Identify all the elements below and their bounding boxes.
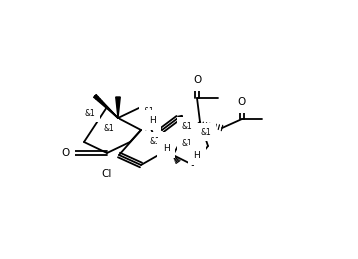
Text: &1: &1 <box>103 124 114 133</box>
Text: &1: &1 <box>200 127 211 136</box>
Text: O: O <box>193 75 201 85</box>
Text: &1: &1 <box>182 121 192 131</box>
Text: &1: &1 <box>144 106 154 116</box>
Polygon shape <box>141 107 156 128</box>
Text: H: H <box>194 150 200 160</box>
Polygon shape <box>94 95 118 118</box>
Text: &1: &1 <box>150 136 160 146</box>
Text: &1: &1 <box>182 139 192 147</box>
Text: O: O <box>238 97 246 107</box>
Text: H: H <box>163 143 169 153</box>
Text: &1: &1 <box>84 109 95 118</box>
Text: O: O <box>61 148 69 158</box>
Text: Cl: Cl <box>102 169 112 179</box>
Polygon shape <box>116 97 120 118</box>
Text: H: H <box>149 116 155 125</box>
Polygon shape <box>178 116 184 135</box>
